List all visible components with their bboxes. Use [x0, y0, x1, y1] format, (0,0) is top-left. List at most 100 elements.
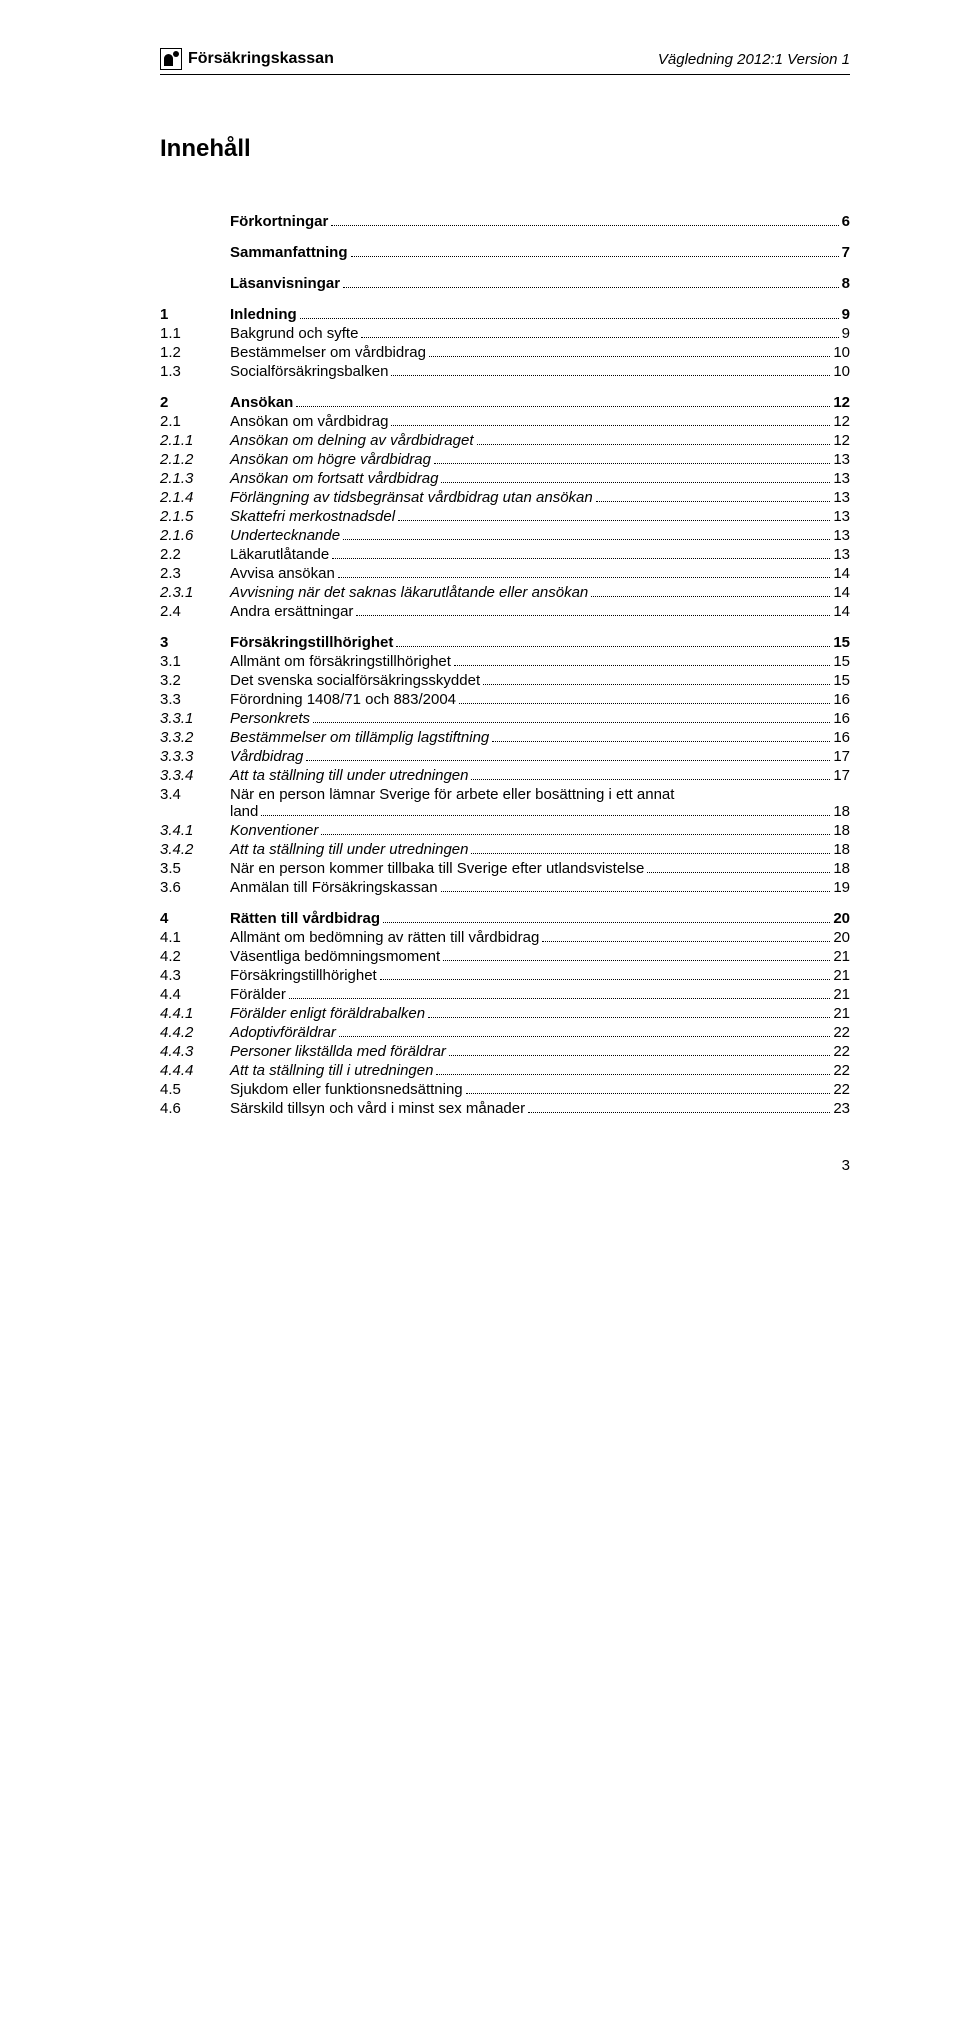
- toc-page: 12: [833, 413, 850, 430]
- toc-number: 4: [160, 910, 230, 927]
- toc-number: 3.3: [160, 691, 230, 708]
- toc-title: Det svenska socialförsäkringsskyddet: [230, 672, 480, 689]
- toc-leader-dots: [428, 1017, 830, 1018]
- toc-page: 9: [842, 325, 850, 342]
- toc-title: När en person kommer tillbaka till Sveri…: [230, 860, 644, 877]
- toc-page: 21: [833, 1005, 850, 1022]
- toc-title: Adoptivföräldrar: [230, 1024, 336, 1041]
- toc-leader-dots: [313, 722, 830, 723]
- toc-leader-dots: [471, 779, 830, 780]
- toc-leader-dots: [332, 558, 830, 559]
- toc-title: Ansökan om högre vårdbidrag: [230, 451, 431, 468]
- toc-title: Förälder: [230, 986, 286, 1003]
- toc-number: 3.4: [160, 786, 230, 803]
- toc-number: 3.1: [160, 653, 230, 670]
- toc-number: 1.2: [160, 344, 230, 361]
- toc-leader-dots: [338, 577, 831, 578]
- toc-page: 22: [833, 1081, 850, 1098]
- toc-row: 4Rätten till vårdbidrag20: [160, 910, 850, 927]
- toc-row: 3.2Det svenska socialförsäkringsskyddet1…: [160, 672, 850, 689]
- toc-page: 23: [833, 1100, 850, 1117]
- toc-title: Bestämmelser om vårdbidrag: [230, 344, 426, 361]
- toc-leader-dots: [436, 1074, 830, 1075]
- toc-number: 3.3.4: [160, 767, 230, 784]
- toc-number: 4.4.1: [160, 1005, 230, 1022]
- toc-title: Andra ersättningar: [230, 603, 353, 620]
- toc-page: 12: [833, 394, 850, 411]
- toc-page: 14: [833, 565, 850, 582]
- toc-page: 15: [833, 634, 850, 651]
- document-reference: Vägledning 2012:1 Version 1: [658, 51, 850, 68]
- toc-page: 20: [833, 910, 850, 927]
- toc-number: 2.1.6: [160, 527, 230, 544]
- toc-leader-dots: [261, 815, 830, 816]
- toc-leader-dots: [441, 891, 831, 892]
- toc-title: Förälder enligt föräldrabalken: [230, 1005, 425, 1022]
- toc-leader-dots: [429, 356, 830, 357]
- toc-leader-dots: [306, 760, 830, 761]
- toc-title: Ansökan om fortsatt vårdbidrag: [230, 470, 438, 487]
- toc-page: 8: [842, 275, 850, 292]
- toc-page: 22: [833, 1062, 850, 1079]
- toc-row: 2.3.1Avvisning när det saknas läkarutlåt…: [160, 584, 850, 601]
- toc-title: Läsanvisningar: [230, 275, 340, 292]
- logo-text: Försäkringskassan: [188, 50, 334, 68]
- toc-leader-dots: [339, 1036, 830, 1037]
- toc-title: Ansökan: [230, 394, 293, 411]
- toc-leader-dots: [396, 646, 830, 647]
- toc-title: Bestämmelser om tillämplig lagstiftning: [230, 729, 489, 746]
- toc-leader-dots: [459, 703, 830, 704]
- toc-page: 16: [833, 729, 850, 746]
- toc-number: 1.1: [160, 325, 230, 342]
- toc-row: 1.1Bakgrund och syfte9: [160, 325, 850, 342]
- toc-title: Avvisning när det saknas läkarutlåtande …: [230, 584, 588, 601]
- toc-row: Förkortningar6: [160, 213, 850, 230]
- toc-row: 3.4När en person lämnar Sverige för arbe…: [160, 786, 850, 820]
- toc-page: 22: [833, 1024, 850, 1041]
- toc-page: 17: [833, 748, 850, 765]
- toc-number: 3.2: [160, 672, 230, 689]
- toc-page: 6: [842, 213, 850, 230]
- toc-number: 4.1: [160, 929, 230, 946]
- toc-page: 19: [833, 879, 850, 896]
- toc-page: 18: [833, 803, 850, 820]
- toc-page: 21: [833, 986, 850, 1003]
- toc-row: 2.1Ansökan om vårdbidrag 12: [160, 413, 850, 430]
- toc-number: 2.1.5: [160, 508, 230, 525]
- toc-number: 2.1.3: [160, 470, 230, 487]
- toc-title: Försäkringstillhörighet: [230, 967, 377, 984]
- toc-page: 17: [833, 767, 850, 784]
- toc-leader-dots: [434, 463, 830, 464]
- toc-page: 10: [833, 363, 850, 380]
- toc-page: 22: [833, 1043, 850, 1060]
- toc-number: 2.1: [160, 413, 230, 430]
- toc-number: 3.3.3: [160, 748, 230, 765]
- toc-number: 1: [160, 306, 230, 323]
- toc-title: Förordning 1408/71 och 883/2004: [230, 691, 456, 708]
- toc-number: 3.4.2: [160, 841, 230, 858]
- toc-page: 13: [833, 546, 850, 563]
- toc-title: Vårdbidrag: [230, 748, 303, 765]
- toc-title-line1: När en person lämnar Sverige för arbete …: [230, 786, 850, 803]
- toc-row: 3.5När en person kommer tillbaka till Sv…: [160, 860, 850, 877]
- toc-row: 1.2Bestämmelser om vårdbidrag10: [160, 344, 850, 361]
- toc-leader-dots: [443, 960, 830, 961]
- toc-row: 1Inledning9: [160, 306, 850, 323]
- page-header: Försäkringskassan Vägledning 2012:1 Vers…: [160, 48, 850, 75]
- toc-row: 2.1.4Förlängning av tidsbegränsat vårdbi…: [160, 489, 850, 506]
- toc-page: 7: [842, 244, 850, 261]
- toc-leader-dots: [542, 941, 830, 942]
- toc-title: Att ta ställning till i utredningen: [230, 1062, 433, 1079]
- toc-title: Ansökan om delning av vårdbidraget: [230, 432, 474, 449]
- toc-number: 4.4: [160, 986, 230, 1003]
- toc-number: 1.3: [160, 363, 230, 380]
- toc-page: 13: [833, 527, 850, 544]
- toc-row: 4.5Sjukdom eller funktionsnedsättning22: [160, 1081, 850, 1098]
- toc-row: 3.4.2Att ta ställning till under utredni…: [160, 841, 850, 858]
- toc-leader-dots: [591, 596, 830, 597]
- toc-number: 3.6: [160, 879, 230, 896]
- toc-row: Läsanvisningar 8: [160, 275, 850, 292]
- toc-page: 9: [842, 306, 850, 323]
- toc-title: Ansökan om vårdbidrag: [230, 413, 388, 430]
- toc-page: 13: [833, 508, 850, 525]
